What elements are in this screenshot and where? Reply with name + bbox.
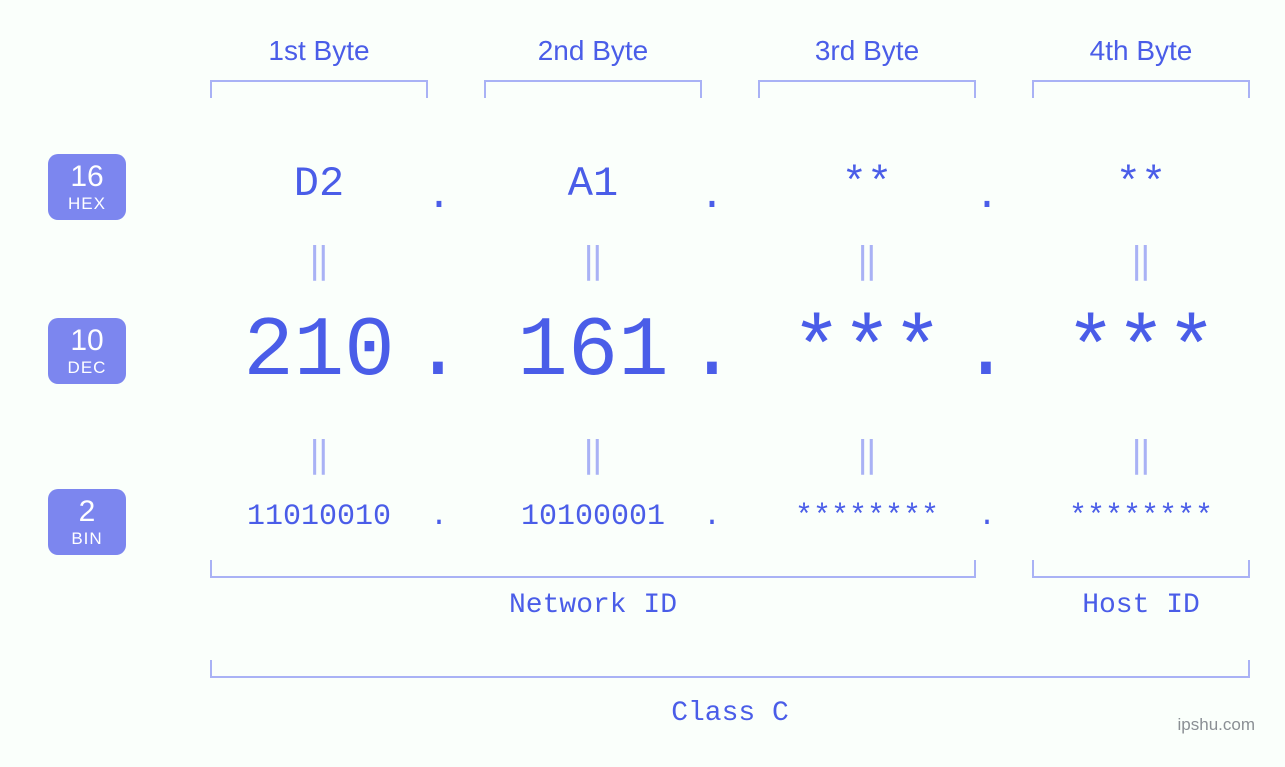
watermark: ipshu.com	[1178, 715, 1255, 735]
equals-hex-dec-3: ‖	[758, 240, 976, 283]
dec-dot-3: .	[958, 305, 1014, 400]
hex-dot-3: .	[967, 172, 1007, 220]
hex-dot-2: .	[692, 172, 732, 220]
badge-bin-base: 2	[48, 497, 126, 527]
hex-byte-3: **	[758, 160, 976, 208]
dec-byte-4: ***	[1012, 305, 1270, 400]
equals-dec-bin-4: ‖	[1032, 434, 1250, 477]
equals-hex-dec-1: ‖	[210, 240, 428, 283]
byte-header-1: 1st Byte	[210, 35, 428, 67]
bracket-host-id	[1032, 560, 1250, 578]
badge-hex: 16 HEX	[48, 154, 126, 220]
hex-byte-2: A1	[484, 160, 702, 208]
badge-bin-name: BIN	[48, 529, 126, 549]
label-class: Class C	[210, 698, 1250, 729]
equals-hex-dec-4: ‖	[1032, 240, 1250, 283]
bracket-class	[210, 660, 1250, 678]
bin-byte-2: 10100001	[464, 500, 722, 534]
equals-dec-bin-1: ‖	[210, 434, 428, 477]
bin-dot-1: .	[424, 500, 454, 534]
hex-byte-1: D2	[210, 160, 428, 208]
ip-byte-diagram: 1st Byte 2nd Byte 3rd Byte 4th Byte 16 H…	[0, 0, 1285, 767]
equals-dec-bin-3: ‖	[758, 434, 976, 477]
byte-header-2: 2nd Byte	[484, 35, 702, 67]
top-bracket-byte-2	[484, 80, 702, 98]
label-network-id: Network ID	[210, 590, 976, 621]
dec-dot-2: .	[684, 305, 740, 400]
top-bracket-byte-1	[210, 80, 428, 98]
badge-hex-name: HEX	[48, 194, 126, 214]
bin-dot-3: .	[972, 500, 1002, 534]
equals-hex-dec-2: ‖	[484, 240, 702, 283]
bin-byte-3: ********	[738, 500, 996, 534]
dec-dot-1: .	[410, 305, 466, 400]
bin-byte-1: 11010010	[190, 500, 448, 534]
badge-dec-base: 10	[48, 326, 126, 356]
hex-byte-4: **	[1032, 160, 1250, 208]
bin-byte-4: ********	[1012, 500, 1270, 534]
top-bracket-byte-3	[758, 80, 976, 98]
label-host-id: Host ID	[1032, 590, 1250, 621]
badge-bin: 2 BIN	[48, 489, 126, 555]
bracket-network-id	[210, 560, 976, 578]
hex-dot-1: .	[419, 172, 459, 220]
top-bracket-byte-4	[1032, 80, 1250, 98]
bin-dot-2: .	[697, 500, 727, 534]
byte-header-3: 3rd Byte	[758, 35, 976, 67]
badge-dec-name: DEC	[48, 358, 126, 378]
badge-dec: 10 DEC	[48, 318, 126, 384]
equals-dec-bin-2: ‖	[484, 434, 702, 477]
badge-hex-base: 16	[48, 162, 126, 192]
byte-header-4: 4th Byte	[1032, 35, 1250, 67]
